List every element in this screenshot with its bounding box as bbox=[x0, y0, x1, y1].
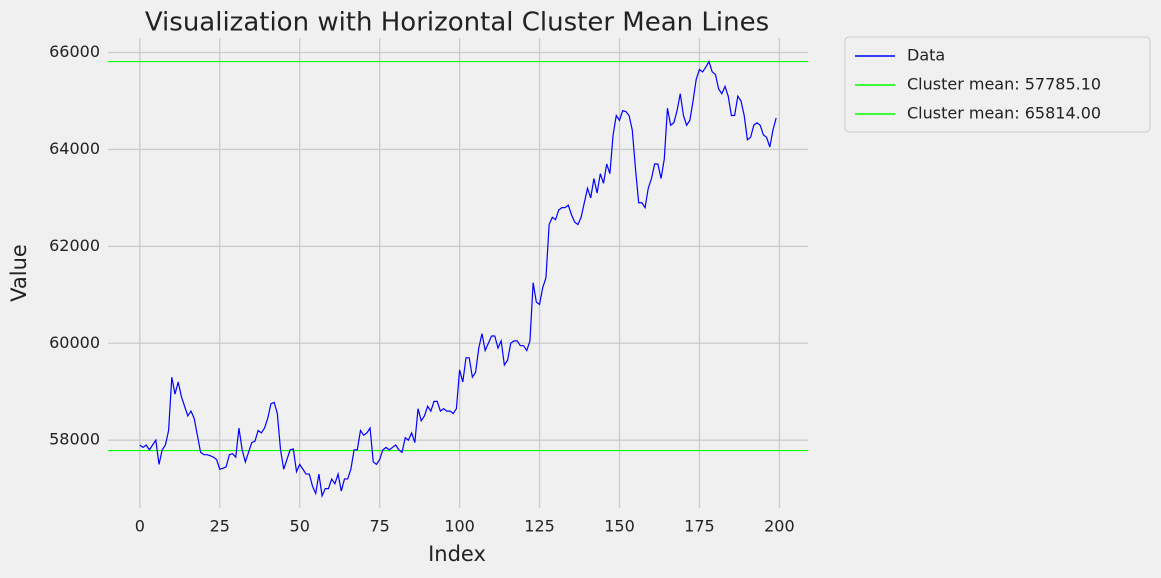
y-tick-label: 60000 bbox=[49, 333, 100, 352]
x-tick-label: 125 bbox=[524, 517, 555, 536]
x-tick-label: 50 bbox=[290, 517, 310, 536]
legend-box bbox=[844, 36, 1151, 133]
y-tick-label: 66000 bbox=[49, 42, 100, 61]
chart-title: Visualization with Horizontal Cluster Me… bbox=[145, 8, 769, 38]
x-tick-label: 175 bbox=[684, 517, 715, 536]
legend-label: Data bbox=[907, 46, 945, 65]
x-tick-label: 25 bbox=[210, 517, 230, 536]
y-tick-label: 62000 bbox=[49, 236, 100, 255]
x-tick-label: 0 bbox=[135, 517, 145, 536]
y-axis-label: Value bbox=[7, 244, 31, 302]
x-tick-label: 100 bbox=[444, 517, 475, 536]
x-tick-label: 200 bbox=[764, 517, 795, 536]
y-tick-label: 64000 bbox=[49, 139, 100, 158]
y-tick-label: 58000 bbox=[49, 430, 100, 449]
data-line bbox=[139, 60, 777, 499]
legend-label: Cluster mean: 65814.00 bbox=[907, 104, 1101, 123]
legend-label: Cluster mean: 57785.10 bbox=[907, 75, 1101, 94]
x-axis-label: Index bbox=[428, 542, 486, 566]
x-tick-label: 150 bbox=[604, 517, 635, 536]
x-tick-label: 75 bbox=[369, 517, 389, 536]
